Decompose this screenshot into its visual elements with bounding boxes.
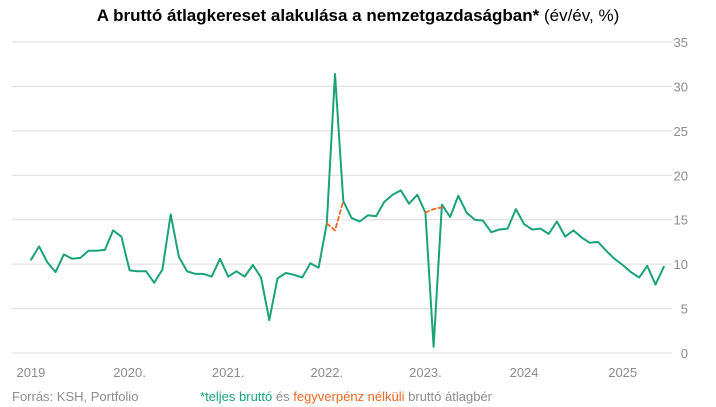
legend-orange-label: fegyverpénz nélküli bbox=[293, 389, 405, 404]
series-line-no-fegyverpenz bbox=[325, 200, 345, 232]
y-tick-label: 15 bbox=[674, 213, 688, 228]
x-tick-label: 2025 bbox=[608, 365, 637, 380]
chart-title-unit: (év/év, %) bbox=[539, 6, 620, 25]
x-tick-label: 2020. bbox=[113, 365, 146, 380]
series-line-teljes-brutto bbox=[30, 73, 665, 348]
y-tick-label: 25 bbox=[674, 124, 688, 139]
y-tick-label: 0 bbox=[681, 346, 688, 361]
y-tick-label: 5 bbox=[681, 302, 688, 317]
x-tick-label: 2024 bbox=[510, 365, 539, 380]
legend-conjunction: és bbox=[272, 389, 294, 404]
legend: *teljes bruttó és fegyverpénz nélküli br… bbox=[200, 389, 492, 404]
x-axis-ticks: 2019 2020. 2021. 2022. 2023. 2024 2025 bbox=[16, 365, 637, 380]
grid-lines bbox=[12, 41, 672, 354]
x-tick-label: 2022. bbox=[311, 365, 344, 380]
chart-title: A bruttó átlagkereset alakulása a nemzet… bbox=[0, 6, 716, 26]
y-tick-label: 20 bbox=[674, 168, 688, 183]
source-note: Forrás: KSH, Portfolio bbox=[12, 389, 139, 404]
y-tick-label: 10 bbox=[674, 257, 688, 272]
legend-asterisk: * bbox=[200, 389, 206, 404]
x-tick-label: 2023. bbox=[409, 365, 442, 380]
y-tick-label: 30 bbox=[674, 79, 688, 94]
series-lines bbox=[30, 73, 665, 348]
y-axis-ticks: 0 5 10 15 20 25 30 35 bbox=[674, 35, 688, 361]
x-tick-label: 2021. bbox=[212, 365, 245, 380]
legend-tail: bruttó átlagbér bbox=[404, 389, 492, 404]
chart-title-main: A bruttó átlagkereset alakulása a nemzet… bbox=[96, 6, 540, 25]
series-line-no-fegyverpenz bbox=[424, 206, 443, 214]
legend-green-label: teljes bruttó bbox=[205, 389, 273, 404]
x-tick-label: 2019 bbox=[16, 365, 45, 380]
y-tick-label: 35 bbox=[674, 35, 688, 50]
